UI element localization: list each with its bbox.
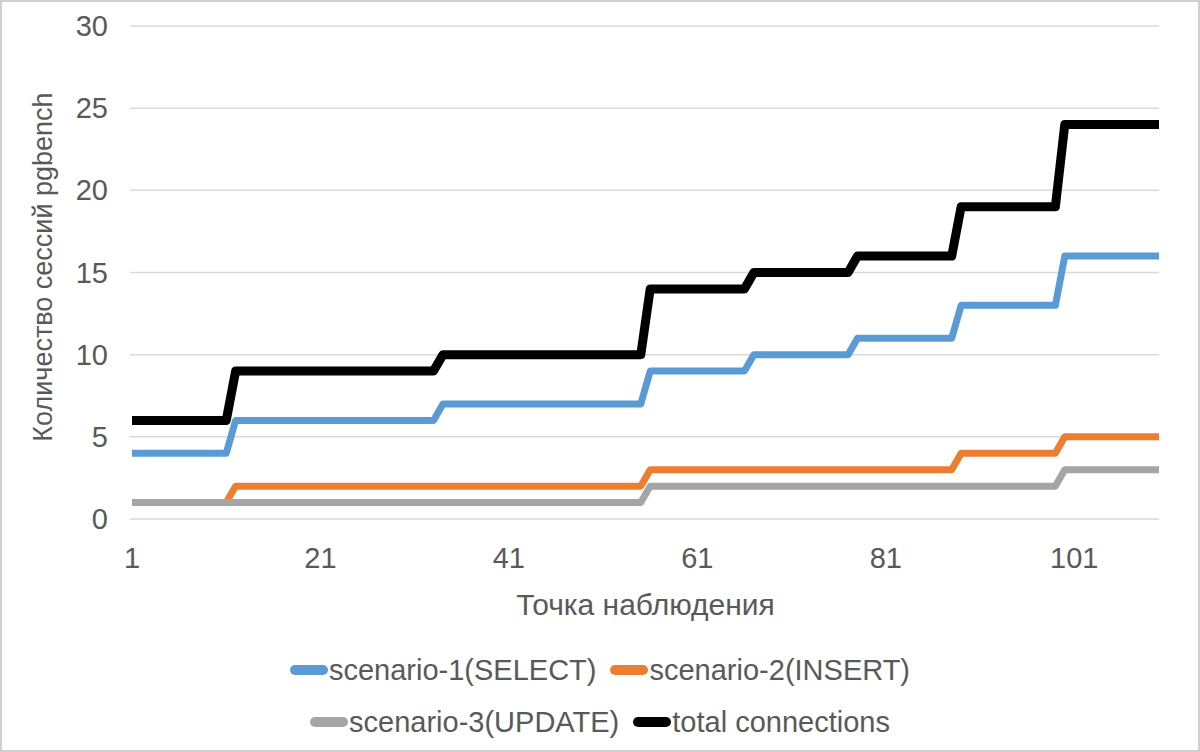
legend-swatch-scenario-1-icon [290, 665, 328, 675]
y-tick-label-15: 15 [76, 257, 108, 289]
legend: scenario-1(SELECT) scenario-2(INSERT) sc… [2, 652, 1198, 752]
legend-item-total-connections: total connections [633, 706, 890, 739]
x-tick-label-101: 101 [1050, 542, 1098, 574]
legend-item-scenario-2: scenario-2(INSERT) [610, 654, 910, 687]
line-chart: 0 5 10 15 20 25 30 1 21 41 61 81 101 [2, 2, 1200, 752]
legend-item-scenario-3: scenario-3(UPDATE) [310, 706, 619, 739]
y-tick-label-30: 30 [76, 10, 108, 42]
legend-label-scenario-2: scenario-2(INSERT) [649, 654, 910, 687]
x-tick-label-81: 81 [870, 542, 902, 574]
legend-label-total-connections: total connections [672, 706, 890, 739]
legend-label-scenario-1: scenario-1(SELECT) [329, 654, 597, 687]
x-axis-title: Точка наблюдения [132, 588, 1159, 622]
legend-swatch-scenario-2-icon [610, 665, 648, 675]
y-tick-label-5: 5 [92, 421, 108, 453]
legend-swatch-total-connections-icon [633, 717, 671, 727]
x-tick-label-21: 21 [304, 542, 336, 574]
x-tick-label-1: 1 [124, 542, 140, 574]
y-tick-label-25: 25 [76, 92, 108, 124]
x-tick-label-61: 61 [681, 542, 713, 574]
chart-frame: 0 5 10 15 20 25 30 1 21 41 61 81 101 Количество сесс… [0, 0, 1200, 752]
legend-label-scenario-3: scenario-3(UPDATE) [349, 706, 619, 739]
legend-swatch-scenario-3-icon [310, 717, 348, 727]
legend-row-1: scenario-1(SELECT) scenario-2(INSERT) [2, 652, 1198, 688]
x-tick-label-41: 41 [493, 542, 525, 574]
y-axis-title: Количество сессий pgbench [28, 92, 59, 441]
y-tick-label-0: 0 [92, 503, 108, 535]
legend-row-2: scenario-3(UPDATE) total connections [2, 704, 1198, 740]
y-tick-label-10: 10 [76, 339, 108, 371]
y-tick-label-20: 20 [76, 174, 108, 206]
legend-item-scenario-1: scenario-1(SELECT) [290, 654, 597, 687]
